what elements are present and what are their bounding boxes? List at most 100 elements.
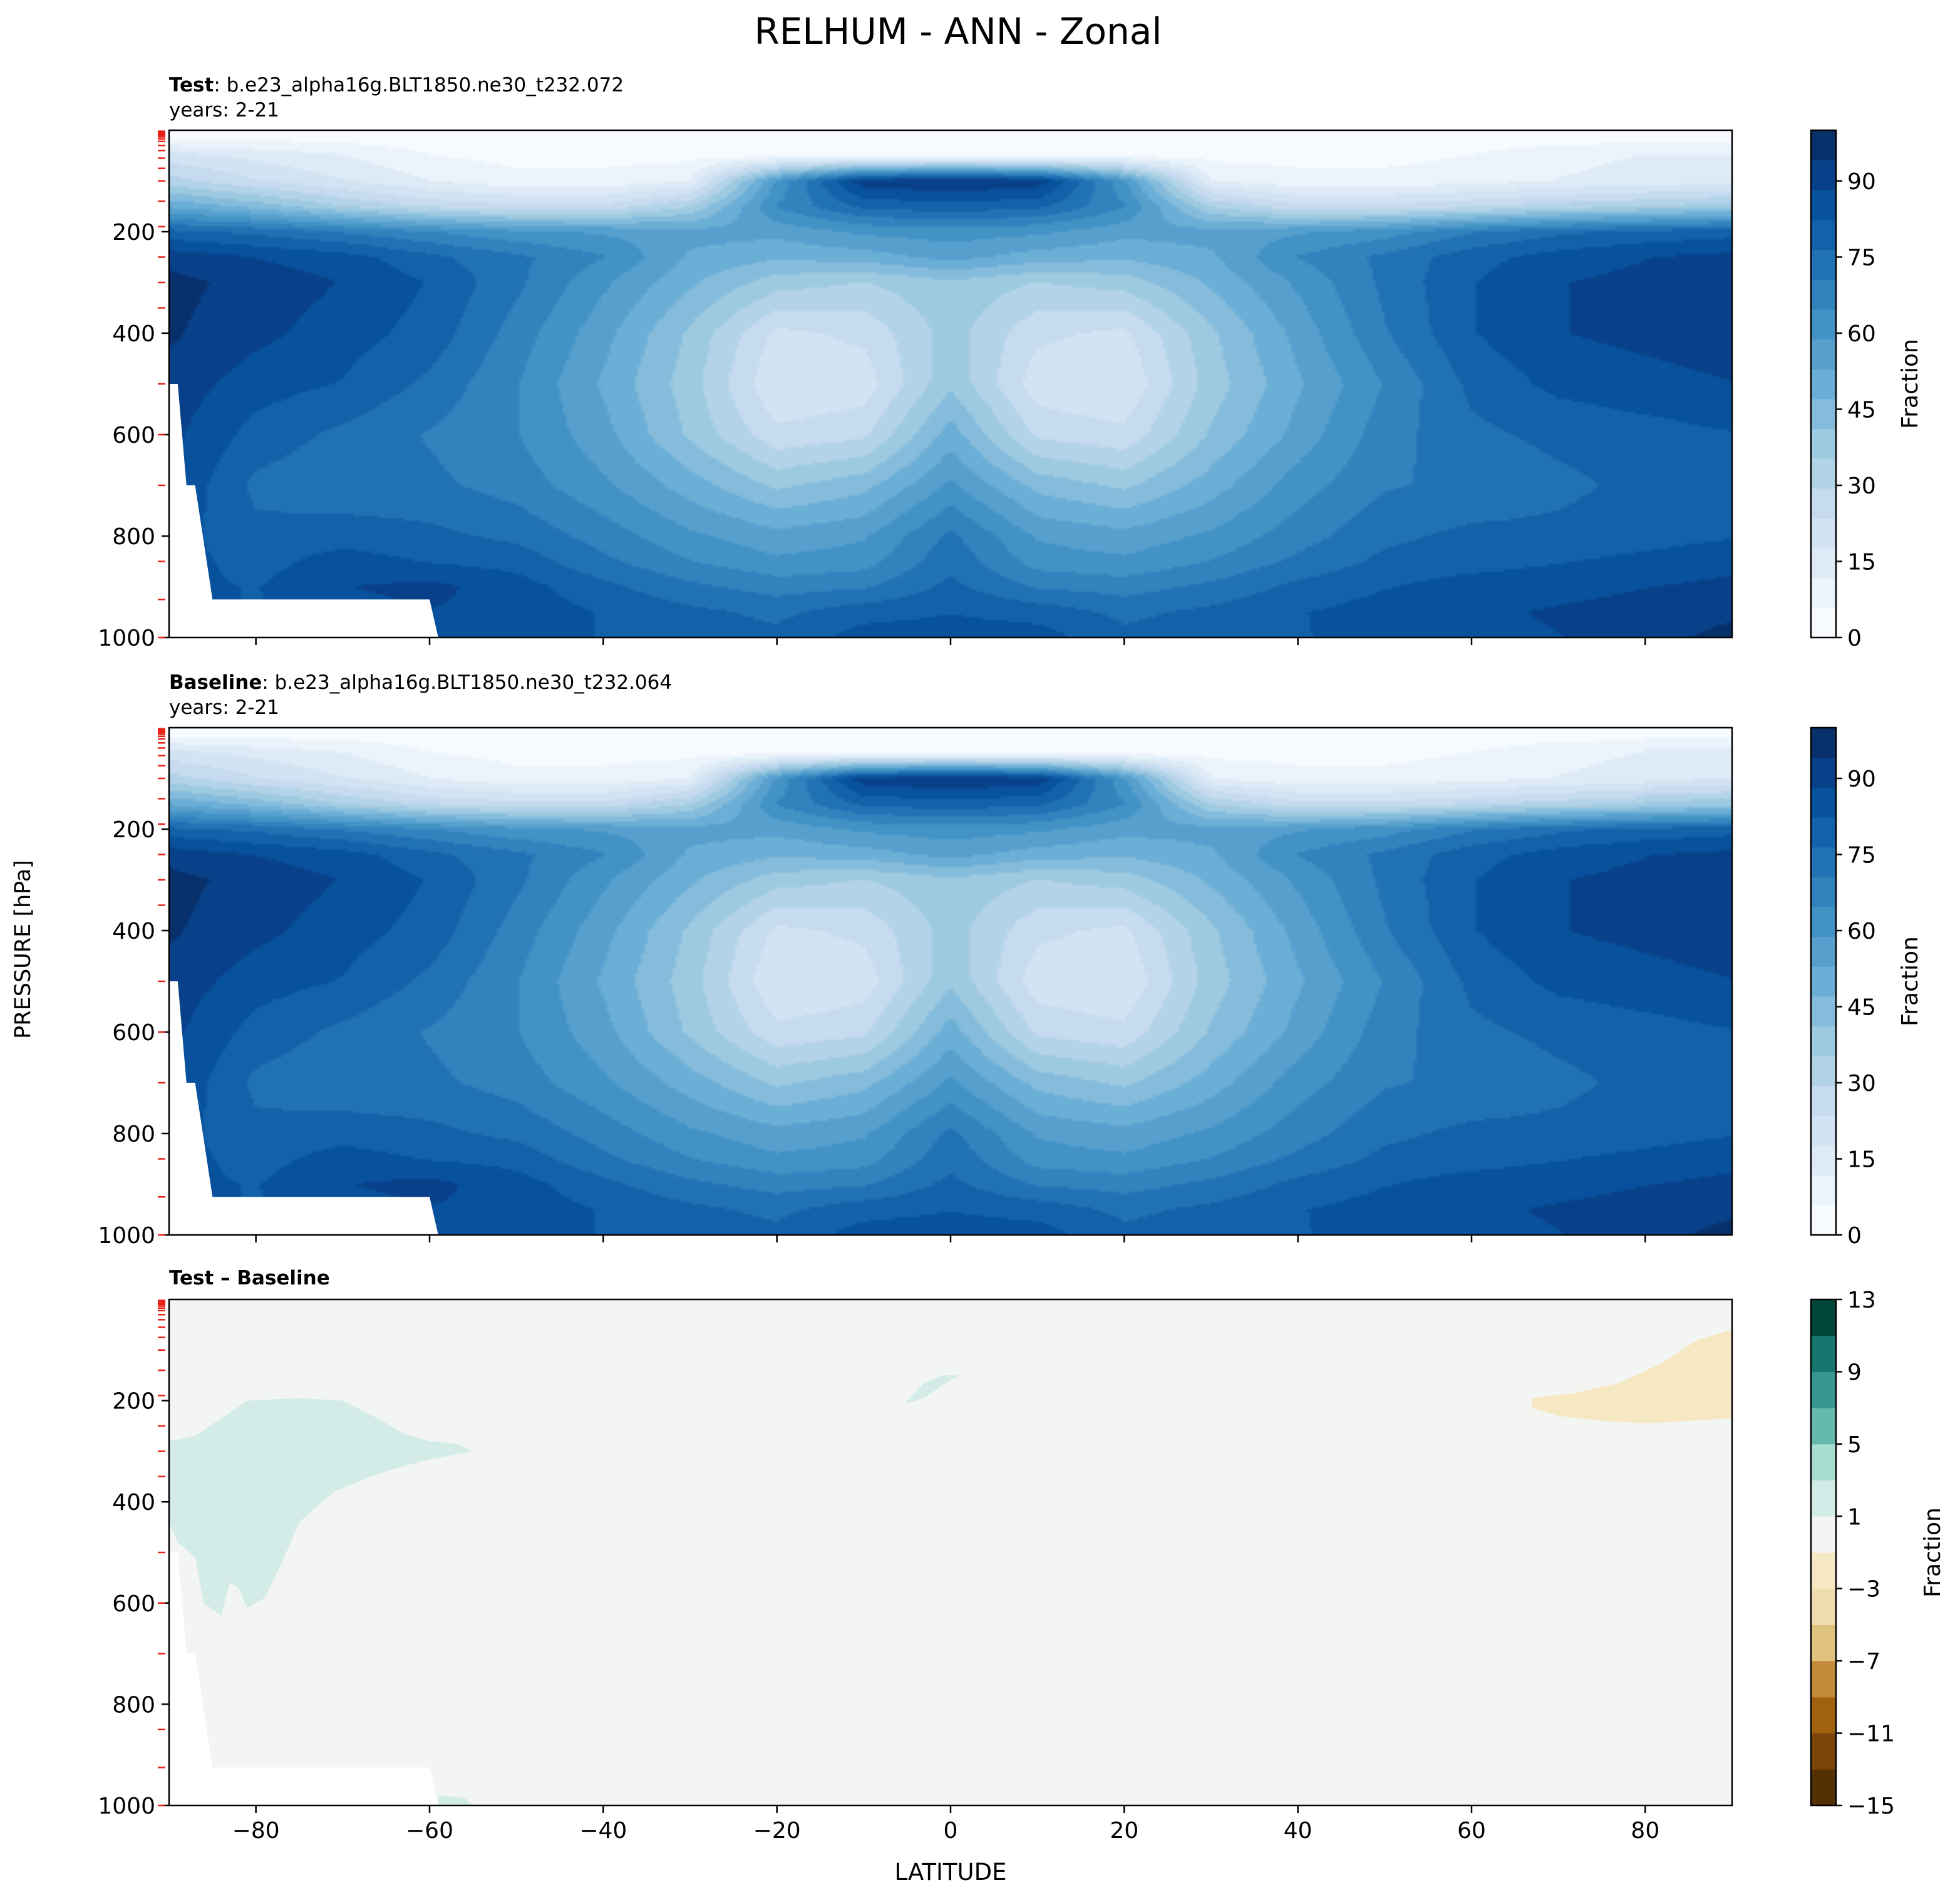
colorbar-label: Fraction bbox=[1897, 936, 1923, 1026]
colorbar-label: Fraction bbox=[1897, 339, 1923, 429]
colorbar-band bbox=[1811, 1443, 1836, 1481]
topography-mask bbox=[169, 981, 1732, 1235]
colorbar-tick-label: 90 bbox=[1847, 169, 1876, 195]
x-tick-label: 40 bbox=[1284, 1818, 1313, 1844]
colorbar-tick-label: 30 bbox=[1847, 1071, 1876, 1097]
anomaly-positive-surface bbox=[438, 1795, 473, 1805]
panel-title-bold: Test – Baseline bbox=[169, 1267, 330, 1289]
colorbar-band bbox=[1811, 1588, 1836, 1625]
colorbar-band bbox=[1811, 160, 1836, 190]
y-tick-label: 400 bbox=[112, 321, 155, 347]
x-tick-label: −80 bbox=[232, 1818, 280, 1844]
colorbar-band bbox=[1811, 1335, 1836, 1372]
colorbar-tick-label: 90 bbox=[1847, 767, 1876, 792]
colorbar-band bbox=[1811, 1769, 1836, 1806]
colorbar-band bbox=[1811, 1056, 1836, 1087]
x-tick-label: 80 bbox=[1631, 1818, 1659, 1844]
y-tick-label: 200 bbox=[112, 220, 155, 245]
colorbar-tick-label: −11 bbox=[1847, 1722, 1895, 1747]
colorbar-tick-label: 75 bbox=[1847, 245, 1876, 271]
x-tick-label: 0 bbox=[944, 1818, 958, 1844]
colorbar-band bbox=[1811, 1696, 1836, 1734]
anomaly-negative-north bbox=[1532, 1329, 1732, 1423]
colorbar-band bbox=[1811, 1145, 1836, 1176]
x-tick-label: 60 bbox=[1457, 1818, 1486, 1844]
x-tick-label: 20 bbox=[1110, 1818, 1138, 1844]
x-tick-label: −40 bbox=[579, 1818, 627, 1844]
colorbar-band bbox=[1811, 728, 1836, 758]
shared-x-axis-label: LATITUDE bbox=[895, 1859, 1007, 1886]
x-tick-label: −60 bbox=[406, 1818, 453, 1844]
colorbar-band bbox=[1811, 428, 1836, 459]
colorbar-tick-label: 15 bbox=[1847, 1147, 1876, 1173]
panel-difference: −80 −60 −40 −20 0 20 40 60 80 200 400 600 800 1000 Tes… bbox=[98, 1267, 1946, 1844]
y-tick-label: 1000 bbox=[98, 1223, 155, 1249]
y-tick-label: 1000 bbox=[98, 626, 155, 651]
x-tick-label: −20 bbox=[753, 1818, 801, 1844]
panel-years: years: 2-21 bbox=[169, 99, 279, 121]
colorbar-tick-label: 0 bbox=[1847, 1223, 1862, 1249]
panel-title: Test: b.e23_alpha16g.BLT1850.ne30_t232.0… bbox=[169, 74, 624, 96]
colorbar-band bbox=[1811, 190, 1836, 220]
panel-years: years: 2-21 bbox=[169, 696, 279, 719]
colorbar-band bbox=[1811, 847, 1836, 877]
test-contour-field bbox=[169, 130, 1732, 638]
colorbar-band bbox=[1811, 548, 1836, 579]
colorbar-tick-label: −3 bbox=[1847, 1577, 1880, 1603]
colorbar-tick-label: 30 bbox=[1847, 473, 1876, 499]
colorbar-band bbox=[1811, 1733, 1836, 1770]
y-tick-label: 400 bbox=[112, 919, 155, 944]
y-tick-label: 800 bbox=[112, 1692, 155, 1718]
difference-background bbox=[169, 1299, 1732, 1805]
shared-y-axis-label: PRESSURE [hPa] bbox=[11, 860, 36, 1039]
colorbar-tick-label: 75 bbox=[1847, 843, 1876, 869]
colorbar-tick-label: −15 bbox=[1847, 1794, 1895, 1819]
colorbar-tick-label: −7 bbox=[1847, 1649, 1880, 1675]
colorbar-band bbox=[1811, 1480, 1836, 1517]
colorbar-band bbox=[1811, 339, 1836, 369]
colorbar-band bbox=[1811, 1026, 1836, 1056]
anomaly-positive-equator bbox=[907, 1375, 959, 1403]
colorbar-band bbox=[1811, 936, 1836, 967]
colorbar-band bbox=[1811, 577, 1836, 608]
colorbar-frame bbox=[1810, 726, 1837, 1236]
colorbar-tick-label: 45 bbox=[1847, 398, 1876, 423]
colorbar-band bbox=[1811, 1299, 1836, 1336]
colorbar-band bbox=[1811, 130, 1836, 161]
colorbar-band bbox=[1811, 398, 1836, 429]
colorbar-tick-label: 60 bbox=[1847, 321, 1876, 347]
colorbar-band bbox=[1811, 817, 1836, 848]
colorbar-band bbox=[1811, 488, 1836, 519]
colorbar-label: Fraction bbox=[1920, 1507, 1946, 1598]
panel-title: Baseline: b.e23_alpha16g.BLT1850.ne30_t2… bbox=[169, 671, 672, 694]
y-tick-label: 600 bbox=[112, 1591, 155, 1617]
topography-mask bbox=[169, 1552, 1732, 1805]
colorbar-frame bbox=[1810, 129, 1837, 639]
y-tick-label: 600 bbox=[112, 423, 155, 448]
colorbar-band bbox=[1811, 309, 1836, 340]
panel-title-rest: : b.e23_alpha16g.BLT1850.ne30_t232.064 bbox=[262, 671, 672, 694]
colorbar-frame bbox=[1810, 1298, 1837, 1807]
colorbar-band bbox=[1811, 219, 1836, 250]
colorbar-band bbox=[1811, 1085, 1836, 1116]
y-tick-label: 800 bbox=[112, 524, 155, 550]
panel-title-rest: : b.e23_alpha16g.BLT1850.ne30_t232.072 bbox=[214, 74, 624, 96]
colorbar-tick-label: 0 bbox=[1847, 626, 1862, 651]
colorbar-band bbox=[1811, 787, 1836, 818]
colorbar-band bbox=[1811, 906, 1836, 937]
colorbar-band bbox=[1811, 279, 1836, 310]
colorbar-band bbox=[1811, 757, 1836, 788]
colorbar-tick-label: 5 bbox=[1847, 1432, 1862, 1458]
colorbar-band bbox=[1811, 966, 1836, 997]
colorbar-band bbox=[1811, 1516, 1836, 1553]
panel-title-bold: Test bbox=[169, 74, 214, 96]
colorbar-band bbox=[1811, 369, 1836, 400]
colorbar-band bbox=[1811, 607, 1836, 638]
colorbar-band bbox=[1811, 996, 1836, 1026]
y-tick-label: 200 bbox=[112, 817, 155, 843]
figure-title: RELHUM - ANN - Zonal bbox=[754, 10, 1162, 53]
colorbar-band bbox=[1811, 1175, 1836, 1206]
colorbar-band bbox=[1811, 1552, 1836, 1589]
